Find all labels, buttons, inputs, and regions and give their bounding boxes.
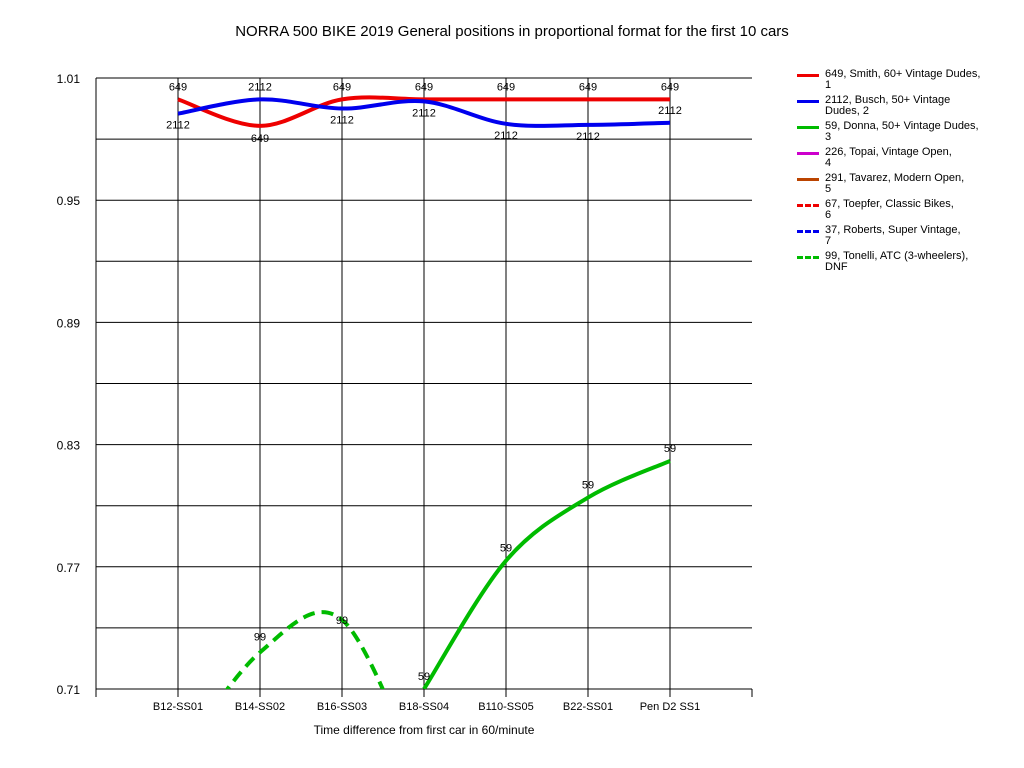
legend-item: 291, Tavarez, Modern Open, 5 — [795, 173, 995, 199]
y-tick-label: 0.95 — [57, 194, 81, 208]
legend-swatch — [797, 204, 819, 207]
legend-item: 2112, Busch, 50+ Vintage Dudes, 2 — [795, 95, 995, 121]
legend-swatch — [797, 126, 819, 129]
legend-item: 59, Donna, 50+ Vintage Dudes, 3 — [795, 121, 995, 147]
legend-swatch — [797, 230, 819, 233]
legend-item: 99, Tonelli, ATC (3-wheelers), DNF — [795, 251, 995, 277]
x-tick-label: Pen D2 SS1 — [640, 701, 701, 713]
series-line-99 — [224, 610, 385, 689]
grid — [95, 77, 753, 697]
series-lines — [177, 95, 671, 689]
legend-swatch — [797, 178, 819, 181]
data-label: 59 — [664, 443, 676, 455]
legend-label: 37, Roberts, Super Vintage, 7 — [825, 224, 961, 247]
legend-swatch — [797, 152, 819, 155]
y-tick-label: 0.77 — [57, 561, 81, 575]
x-tick-label: B12-SS01 — [153, 701, 203, 713]
y-tick-label: 0.83 — [57, 439, 81, 453]
y-axis: 0.71 0.77 0.83 0.89 0.95 1.01 — [57, 72, 81, 697]
legend-label: 291, Tavarez, Modern Open, 5 — [825, 172, 965, 195]
x-axis-title: Time difference from first car in 60/min… — [314, 723, 535, 737]
data-label: 99 — [336, 615, 348, 627]
data-label: 2112 — [658, 105, 682, 117]
data-label: 59 — [500, 543, 512, 555]
y-tick-label: 1.01 — [57, 72, 81, 86]
data-label: 649 — [169, 81, 187, 93]
data-label: 649 — [497, 81, 515, 93]
x-tick-label: B22-SS01 — [563, 701, 613, 713]
x-tick-label: B16-SS03 — [317, 701, 367, 713]
data-label: 2112 — [576, 131, 600, 143]
legend-item: 226, Topai, Vintage Open, 4 — [795, 147, 995, 173]
legend-swatch — [797, 256, 819, 259]
legend-label: 67, Toepfer, Classic Bikes, 6 — [825, 198, 954, 221]
chart-title: NORRA 500 BIKE 2019 General positions in… — [235, 23, 789, 40]
data-label: 649 — [251, 133, 269, 145]
x-tick-label: B18-SS04 — [399, 701, 449, 713]
data-label: 649 — [579, 81, 597, 93]
y-tick-label: 0.71 — [57, 683, 81, 697]
legend-label: 99, Tonelli, ATC (3-wheelers), DNF — [825, 250, 969, 273]
data-label: 2112 — [494, 130, 518, 142]
data-label: 649 — [415, 81, 433, 93]
x-tick-label: B14-SS02 — [235, 701, 285, 713]
data-label: 2112 — [248, 81, 272, 93]
legend-item: 67, Toepfer, Classic Bikes, 6 — [795, 199, 995, 225]
legend-label: 2112, Busch, 50+ Vintage Dudes, 2 — [825, 94, 951, 117]
legend-label: 226, Topai, Vintage Open, 4 — [825, 146, 952, 169]
x-tick-label: B110-SS05 — [478, 701, 533, 713]
x-axis: B12-SS01 B14-SS02 B16-SS03 B18-SS04 B110-SS0… — [153, 701, 700, 713]
series-line-649 — [177, 95, 670, 128]
series-line-59 — [422, 459, 671, 689]
data-label: 2112 — [412, 107, 436, 119]
legend-item: 649, Smith, 60+ Vintage Dudes, 1 — [795, 69, 995, 95]
legend-swatch — [797, 74, 819, 77]
legend-label: 649, Smith, 60+ Vintage Dudes, 1 — [825, 68, 981, 91]
series-line-2112 — [177, 97, 671, 128]
legend-swatch — [797, 100, 819, 103]
data-label: 649 — [333, 81, 351, 93]
legend-item: 37, Roberts, Super Vintage, 7 — [795, 225, 995, 251]
data-label: 99 — [254, 631, 266, 643]
data-label: 2112 — [166, 120, 190, 132]
data-label: 59 — [582, 480, 594, 492]
data-label: 649 — [661, 81, 679, 93]
y-tick-label: 0.89 — [57, 316, 81, 330]
data-labels: 649 649 649 649 649 649 649 2112 2112 2112 2112 211… — [166, 81, 682, 683]
data-label: 2112 — [330, 115, 354, 127]
legend: 649, Smith, 60+ Vintage Dudes, 1 2112, Bu… — [795, 69, 995, 277]
legend-label: 59, Donna, 50+ Vintage Dudes, 3 — [825, 120, 979, 143]
data-label: 59 — [418, 671, 430, 683]
